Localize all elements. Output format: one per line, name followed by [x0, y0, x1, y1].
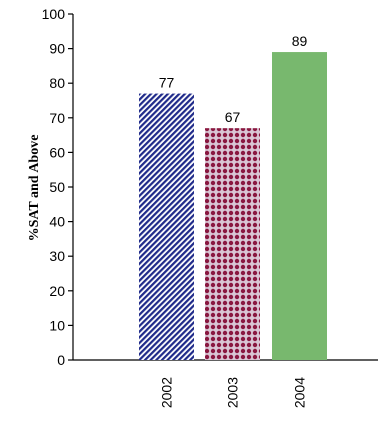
y-axis-label: %SAT and Above	[27, 135, 42, 242]
y-tick-label: 30	[49, 248, 65, 264]
x-tick-label: 2004	[292, 377, 308, 408]
x-axis: 2002 2003 2004	[73, 359, 378, 408]
data-label: 67	[225, 109, 241, 125]
y-tick-label: 20	[49, 283, 65, 299]
y-tick-label: 70	[49, 110, 65, 126]
y-tick-label: 90	[49, 41, 65, 57]
data-labels: 77 67 89	[159, 33, 308, 125]
x-tick-label: 2003	[225, 377, 241, 408]
y-tick-label: 80	[49, 75, 65, 91]
data-label: 77	[159, 75, 175, 91]
bar-2002	[139, 93, 194, 360]
y-tick-label: 0	[57, 352, 65, 368]
bars	[139, 52, 327, 361]
bar-2004	[272, 52, 327, 361]
bar-2003	[205, 128, 260, 360]
y-tick-label: 50	[49, 179, 65, 195]
y-tick-label: 40	[49, 214, 65, 230]
y-axis: 0 10 20 30 40 50 60 70 80 90 100	[42, 6, 74, 368]
data-label: 89	[292, 33, 308, 49]
y-tick-label: 60	[49, 144, 65, 160]
y-tick-label: 10	[49, 317, 65, 333]
y-tick-label: 100	[42, 6, 66, 22]
x-tick-label: 2002	[159, 377, 175, 408]
